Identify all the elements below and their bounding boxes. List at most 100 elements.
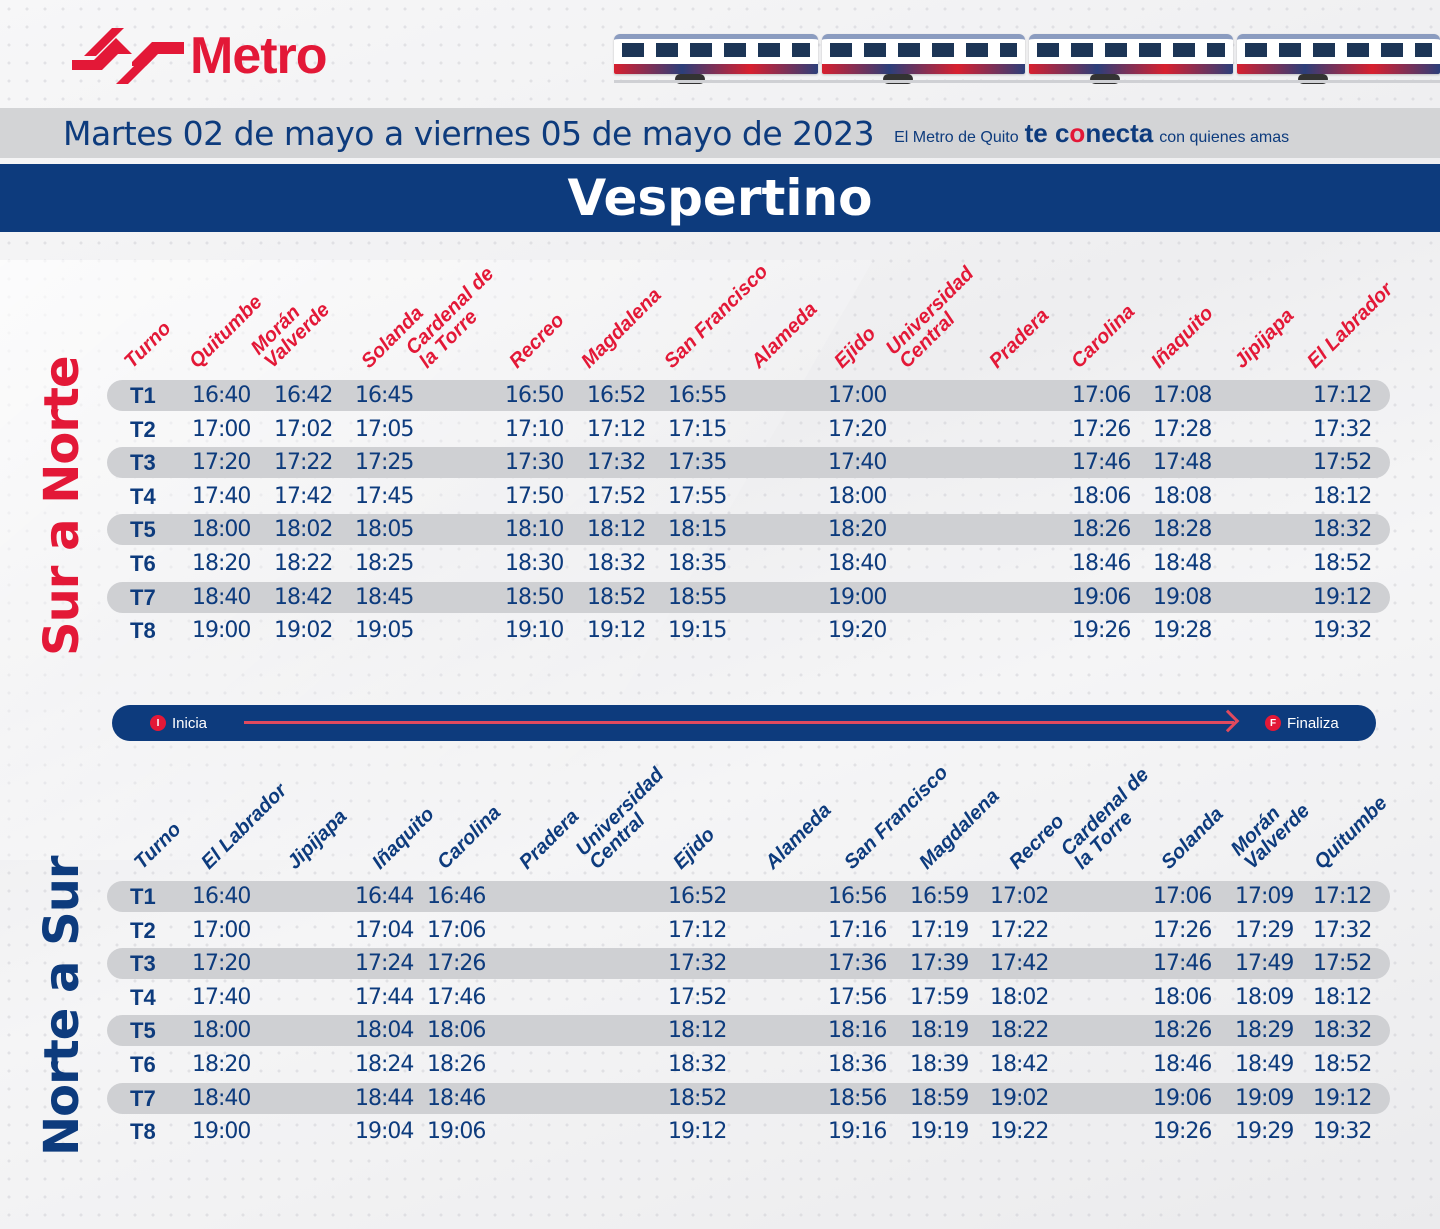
- table-row: T6 18:20 18:22 18:25 18:30 18:32 18:35 18:40 18:…: [107, 548, 1390, 579]
- time-cell: 18:09: [1235, 984, 1294, 1010]
- time-cell: 17:46: [427, 984, 486, 1010]
- column-header: Quitumbe: [1310, 792, 1392, 874]
- column-header: Alameda: [761, 799, 836, 874]
- time-cell: 17:04: [355, 917, 414, 943]
- column-header: Quitumbe: [185, 291, 267, 373]
- column-header: Iñaquito: [1147, 302, 1218, 373]
- column-header: Turno: [120, 317, 176, 373]
- turno-cell: T2: [130, 416, 156, 442]
- column-header: El Labrador: [197, 779, 292, 874]
- table-row: T4 17:40 17:44 17:46 17:52 17:56 17:59 18:02 18:…: [107, 982, 1390, 1013]
- time-cell: 16:52: [668, 884, 727, 909]
- time-cell: 18:56: [828, 1085, 887, 1111]
- slogan: El Metro de Quito te conecta con quienes…: [894, 118, 1289, 149]
- time-cell: 17:42: [274, 483, 333, 509]
- column-header: Ejido: [830, 322, 881, 373]
- time-cell: 18:00: [192, 517, 251, 543]
- turno-cell: T8: [130, 618, 156, 644]
- turno-cell: T2: [130, 917, 156, 943]
- column-header: Jipijapa: [1230, 304, 1299, 373]
- date-range: Martes 02 de mayo a viernes 05 de mayo d…: [63, 113, 875, 153]
- time-cell: 17:28: [1153, 416, 1212, 442]
- table-row: T2 17:00 17:02 17:05 17:10 17:12 17:15 17:20 17:…: [107, 414, 1390, 445]
- time-cell: 18:52: [668, 1085, 727, 1111]
- time-cell: 19:12: [587, 618, 646, 644]
- time-cell: 17:56: [828, 984, 887, 1010]
- time-cell: 19:20: [828, 618, 887, 644]
- time-cell: 18:06: [1153, 984, 1212, 1010]
- time-cell: 19:02: [990, 1085, 1049, 1111]
- time-cell: 18:42: [274, 584, 333, 610]
- time-cell: 17:12: [1313, 884, 1372, 909]
- time-cell: 17:02: [990, 884, 1049, 909]
- time-cell: 17:20: [828, 416, 887, 442]
- time-cell: 17:50: [505, 483, 564, 509]
- table-row: T3 17:20 17:24 17:26 17:32 17:36 17:39 17:42 17:…: [107, 948, 1390, 980]
- time-cell: 19:16: [828, 1119, 887, 1145]
- time-cell: 19:12: [668, 1119, 727, 1145]
- time-cell: 18:19: [910, 1018, 969, 1044]
- time-cell: 19:06: [427, 1119, 486, 1145]
- time-cell: 17:06: [1072, 383, 1131, 408]
- time-cell: 19:06: [1072, 584, 1131, 610]
- time-cell: 18:26: [1153, 1018, 1212, 1044]
- end-badge-icon: F: [1265, 715, 1281, 731]
- time-cell: 17:26: [1072, 416, 1131, 442]
- table-row: T6 18:20 18:24 18:26 18:32 18:36 18:39 18:42 18:…: [107, 1049, 1390, 1080]
- time-cell: 17:44: [355, 984, 414, 1010]
- time-cell: 19:00: [828, 584, 887, 610]
- time-cell: 18:46: [1072, 551, 1131, 576]
- start-badge-icon: I: [150, 715, 166, 731]
- time-cell: 17:10: [505, 416, 564, 442]
- time-cell: 18:50: [505, 584, 564, 610]
- time-cell: 19:19: [910, 1119, 969, 1145]
- time-cell: 17:32: [668, 951, 727, 977]
- time-cell: 17:16: [828, 917, 887, 943]
- time-cell: 17:05: [355, 416, 414, 442]
- time-cell: 18:40: [192, 584, 251, 610]
- time-cell: 18:32: [668, 1052, 727, 1077]
- time-cell: 19:32: [1313, 1119, 1372, 1145]
- time-cell: 18:49: [1235, 1052, 1294, 1077]
- time-cell: 17:25: [355, 450, 414, 476]
- time-cell: 19:09: [1235, 1085, 1294, 1111]
- time-cell: 17:39: [910, 951, 969, 977]
- time-cell: 18:12: [587, 517, 646, 543]
- time-cell: 18:30: [505, 551, 564, 576]
- legend-end-label: Finaliza: [1287, 714, 1339, 732]
- metro-logo-icon: [72, 28, 184, 84]
- time-cell: 17:26: [1153, 917, 1212, 943]
- table-row: T1 16:40 16:44 16:46 16:52 16:56 16:59 17:02 17:…: [107, 881, 1390, 912]
- column-header: Carolina: [433, 801, 506, 874]
- time-cell: 16:40: [192, 383, 251, 408]
- time-cell: 17:48: [1153, 450, 1212, 476]
- time-cell: 17:12: [668, 917, 727, 943]
- time-cell: 18:12: [668, 1018, 727, 1044]
- time-cell: 18:24: [355, 1052, 414, 1077]
- time-cell: 19:02: [274, 618, 333, 644]
- table-row: T2 17:00 17:04 17:06 17:12 17:16 17:19 17:22 17:…: [107, 915, 1390, 946]
- time-cell: 19:00: [192, 618, 251, 644]
- period-title: Vespertino: [567, 169, 873, 227]
- turno-cell: T7: [130, 1085, 156, 1111]
- time-cell: 19:12: [1313, 1085, 1372, 1111]
- time-cell: 18:22: [990, 1018, 1049, 1044]
- column-header: Alameda: [747, 298, 822, 373]
- time-cell: 17:00: [828, 383, 887, 408]
- time-cell: 18:39: [910, 1052, 969, 1077]
- time-cell: 19:12: [1313, 584, 1372, 610]
- date-band: Martes 02 de mayo a viernes 05 de mayo d…: [0, 108, 1440, 158]
- time-cell: 19:05: [355, 618, 414, 644]
- time-cell: 17:20: [192, 450, 251, 476]
- time-cell: 16:42: [274, 383, 333, 408]
- time-cell: 18:12: [1313, 483, 1372, 509]
- direction-legend: I Inicia F Finaliza: [112, 705, 1376, 741]
- time-cell: 18:26: [1072, 517, 1131, 543]
- table-row: T4 17:40 17:42 17:45 17:50 17:52 17:55 18:00 18:…: [107, 481, 1390, 512]
- time-cell: 18:32: [1313, 517, 1372, 543]
- time-cell: 16:44: [355, 884, 414, 909]
- time-cell: 17:40: [828, 450, 887, 476]
- time-cell: 19:00: [192, 1119, 251, 1145]
- turno-cell: T8: [130, 1119, 156, 1145]
- time-cell: 17:45: [355, 483, 414, 509]
